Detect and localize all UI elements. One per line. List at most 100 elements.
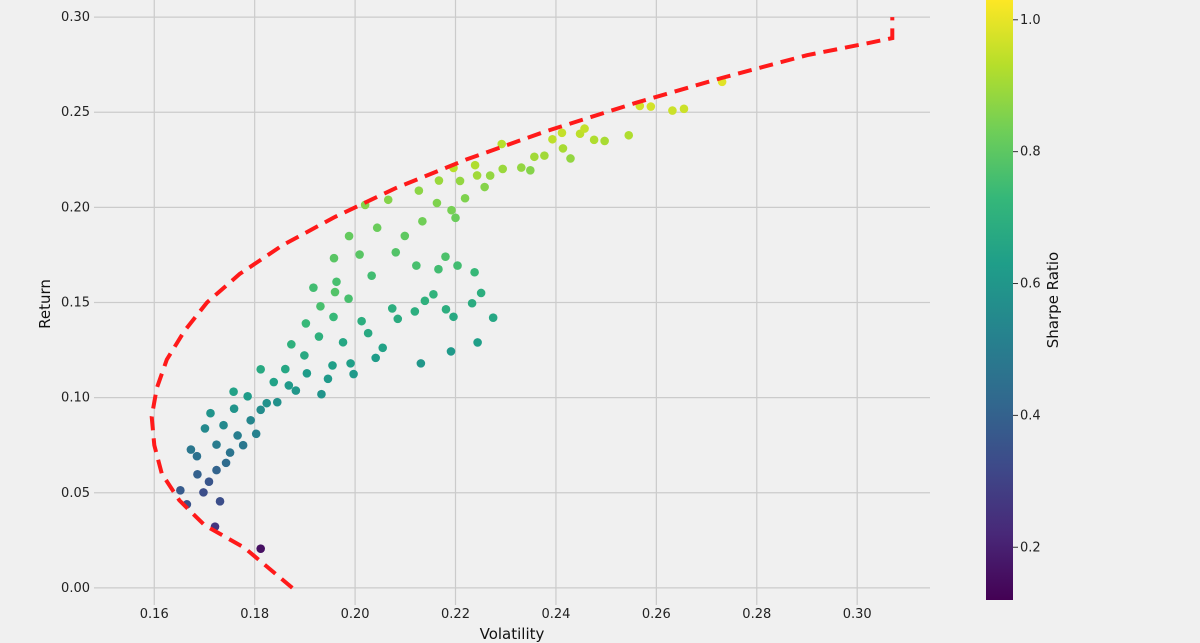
portfolio-point (455, 176, 465, 186)
portfolio-point (186, 445, 196, 454)
portfolio-point (301, 319, 311, 328)
portfolio-point (200, 424, 210, 433)
portfolio-point (330, 287, 340, 297)
colorbar: 0.2 0.4 0.6 0.8 1.0 Sharpe Ratio (986, 0, 1062, 600)
portfolio-point (349, 369, 358, 379)
portfolio-point (309, 283, 318, 292)
portfolio-point (371, 353, 380, 363)
portfolio-point (363, 328, 373, 338)
portfolio-point (449, 312, 458, 322)
y-axis-ticks: 0.00 0.05 0.10 0.15 0.20 0.25 0.30 (61, 10, 90, 596)
portfolio-point (233, 431, 242, 440)
portfolio-point (229, 387, 238, 397)
x-axis-label: Volatility (480, 625, 545, 643)
colorbar-tick-label: 0.2 (1020, 540, 1041, 555)
portfolio-point (204, 477, 214, 487)
portfolio-point (269, 377, 279, 387)
portfolio-point (355, 250, 364, 259)
colorbar-tick-label: 0.4 (1020, 408, 1041, 423)
portfolio-point (488, 313, 498, 323)
portfolio-point (329, 253, 339, 263)
portfolio-point (460, 193, 470, 203)
portfolio-point (480, 182, 489, 192)
portfolio-point (372, 223, 382, 233)
x-tick-label: 0.26 (642, 607, 671, 622)
portfolio-point (387, 304, 397, 313)
portfolio-point (434, 176, 444, 185)
x-tick-label: 0.18 (240, 607, 269, 622)
portfolio-point (338, 337, 348, 347)
portfolio-point (246, 415, 255, 425)
portfolio-point (219, 420, 228, 430)
portfolio-point (225, 448, 235, 457)
y-tick-label: 0.05 (61, 486, 90, 501)
portfolio-point (441, 305, 451, 314)
x-tick-label: 0.28 (742, 607, 771, 622)
portfolio-point (557, 128, 567, 138)
portfolio-point (668, 106, 677, 115)
portfolio-point (316, 302, 325, 311)
portfolio-point (400, 231, 410, 241)
x-tick-label: 0.24 (541, 607, 570, 622)
portfolio-point (485, 171, 495, 180)
portfolio-point (472, 171, 482, 180)
portfolio-point (453, 261, 462, 270)
portfolio-point (429, 290, 438, 299)
colorbar-ticks: 0.2 0.4 0.6 0.8 1.0 (1013, 13, 1041, 555)
portfolio-point (272, 397, 282, 407)
y-tick-label: 0.15 (61, 296, 90, 311)
x-tick-label: 0.16 (140, 607, 169, 622)
portfolio-point (206, 408, 215, 418)
portfolio-point (473, 338, 482, 347)
portfolio-point (391, 247, 401, 257)
portfolio-point (566, 154, 575, 163)
portfolio-point (679, 104, 689, 114)
portfolio-point (192, 451, 202, 461)
portfolio-point (447, 205, 456, 215)
portfolio-point (393, 314, 403, 324)
colorbar-tick-label: 1.0 (1020, 13, 1041, 28)
portfolio-point (346, 359, 355, 368)
y-axis-label: Return (36, 279, 54, 329)
portfolio-point (323, 374, 333, 384)
portfolio-point (329, 312, 338, 322)
portfolio-point (470, 267, 479, 277)
efficient-frontier-line (149, 17, 895, 590)
portfolio-point (256, 405, 265, 415)
portfolio-point (199, 488, 208, 497)
portfolio-point (367, 271, 376, 280)
portfolio-point (526, 165, 535, 175)
portfolio-point (548, 134, 557, 144)
portfolio-point (441, 252, 450, 261)
colorbar-gradient (986, 0, 1013, 600)
portfolio-point (256, 364, 265, 374)
y-tick-label: 0.30 (61, 10, 90, 25)
portfolio-point (300, 351, 309, 360)
colorbar-tick-label: 0.6 (1020, 277, 1041, 292)
portfolio-point (624, 130, 634, 140)
portfolio-point (344, 294, 353, 303)
portfolio-point (432, 198, 442, 208)
portfolio-point (646, 102, 656, 111)
portfolio-point (378, 343, 388, 353)
y-tick-label: 0.20 (61, 200, 90, 215)
portfolio-point (284, 381, 294, 390)
portfolio-point (302, 368, 312, 378)
portfolio-point (215, 497, 225, 506)
portfolio-point (434, 264, 443, 274)
portfolio-point (540, 151, 549, 160)
portfolio-point (193, 469, 202, 479)
portfolio-point (262, 398, 272, 408)
portfolio-point (328, 361, 337, 370)
y-tick-label: 0.25 (61, 105, 90, 120)
portfolio-point (291, 386, 301, 395)
colorbar-label: Sharpe Ratio (1044, 252, 1062, 348)
portfolio-point (497, 139, 507, 149)
plot-area (94, 0, 930, 605)
portfolio-point (418, 216, 427, 226)
portfolio-point (446, 347, 456, 356)
portfolio-point (243, 391, 252, 401)
portfolio-point (412, 261, 421, 270)
portfolio-point (589, 135, 599, 145)
